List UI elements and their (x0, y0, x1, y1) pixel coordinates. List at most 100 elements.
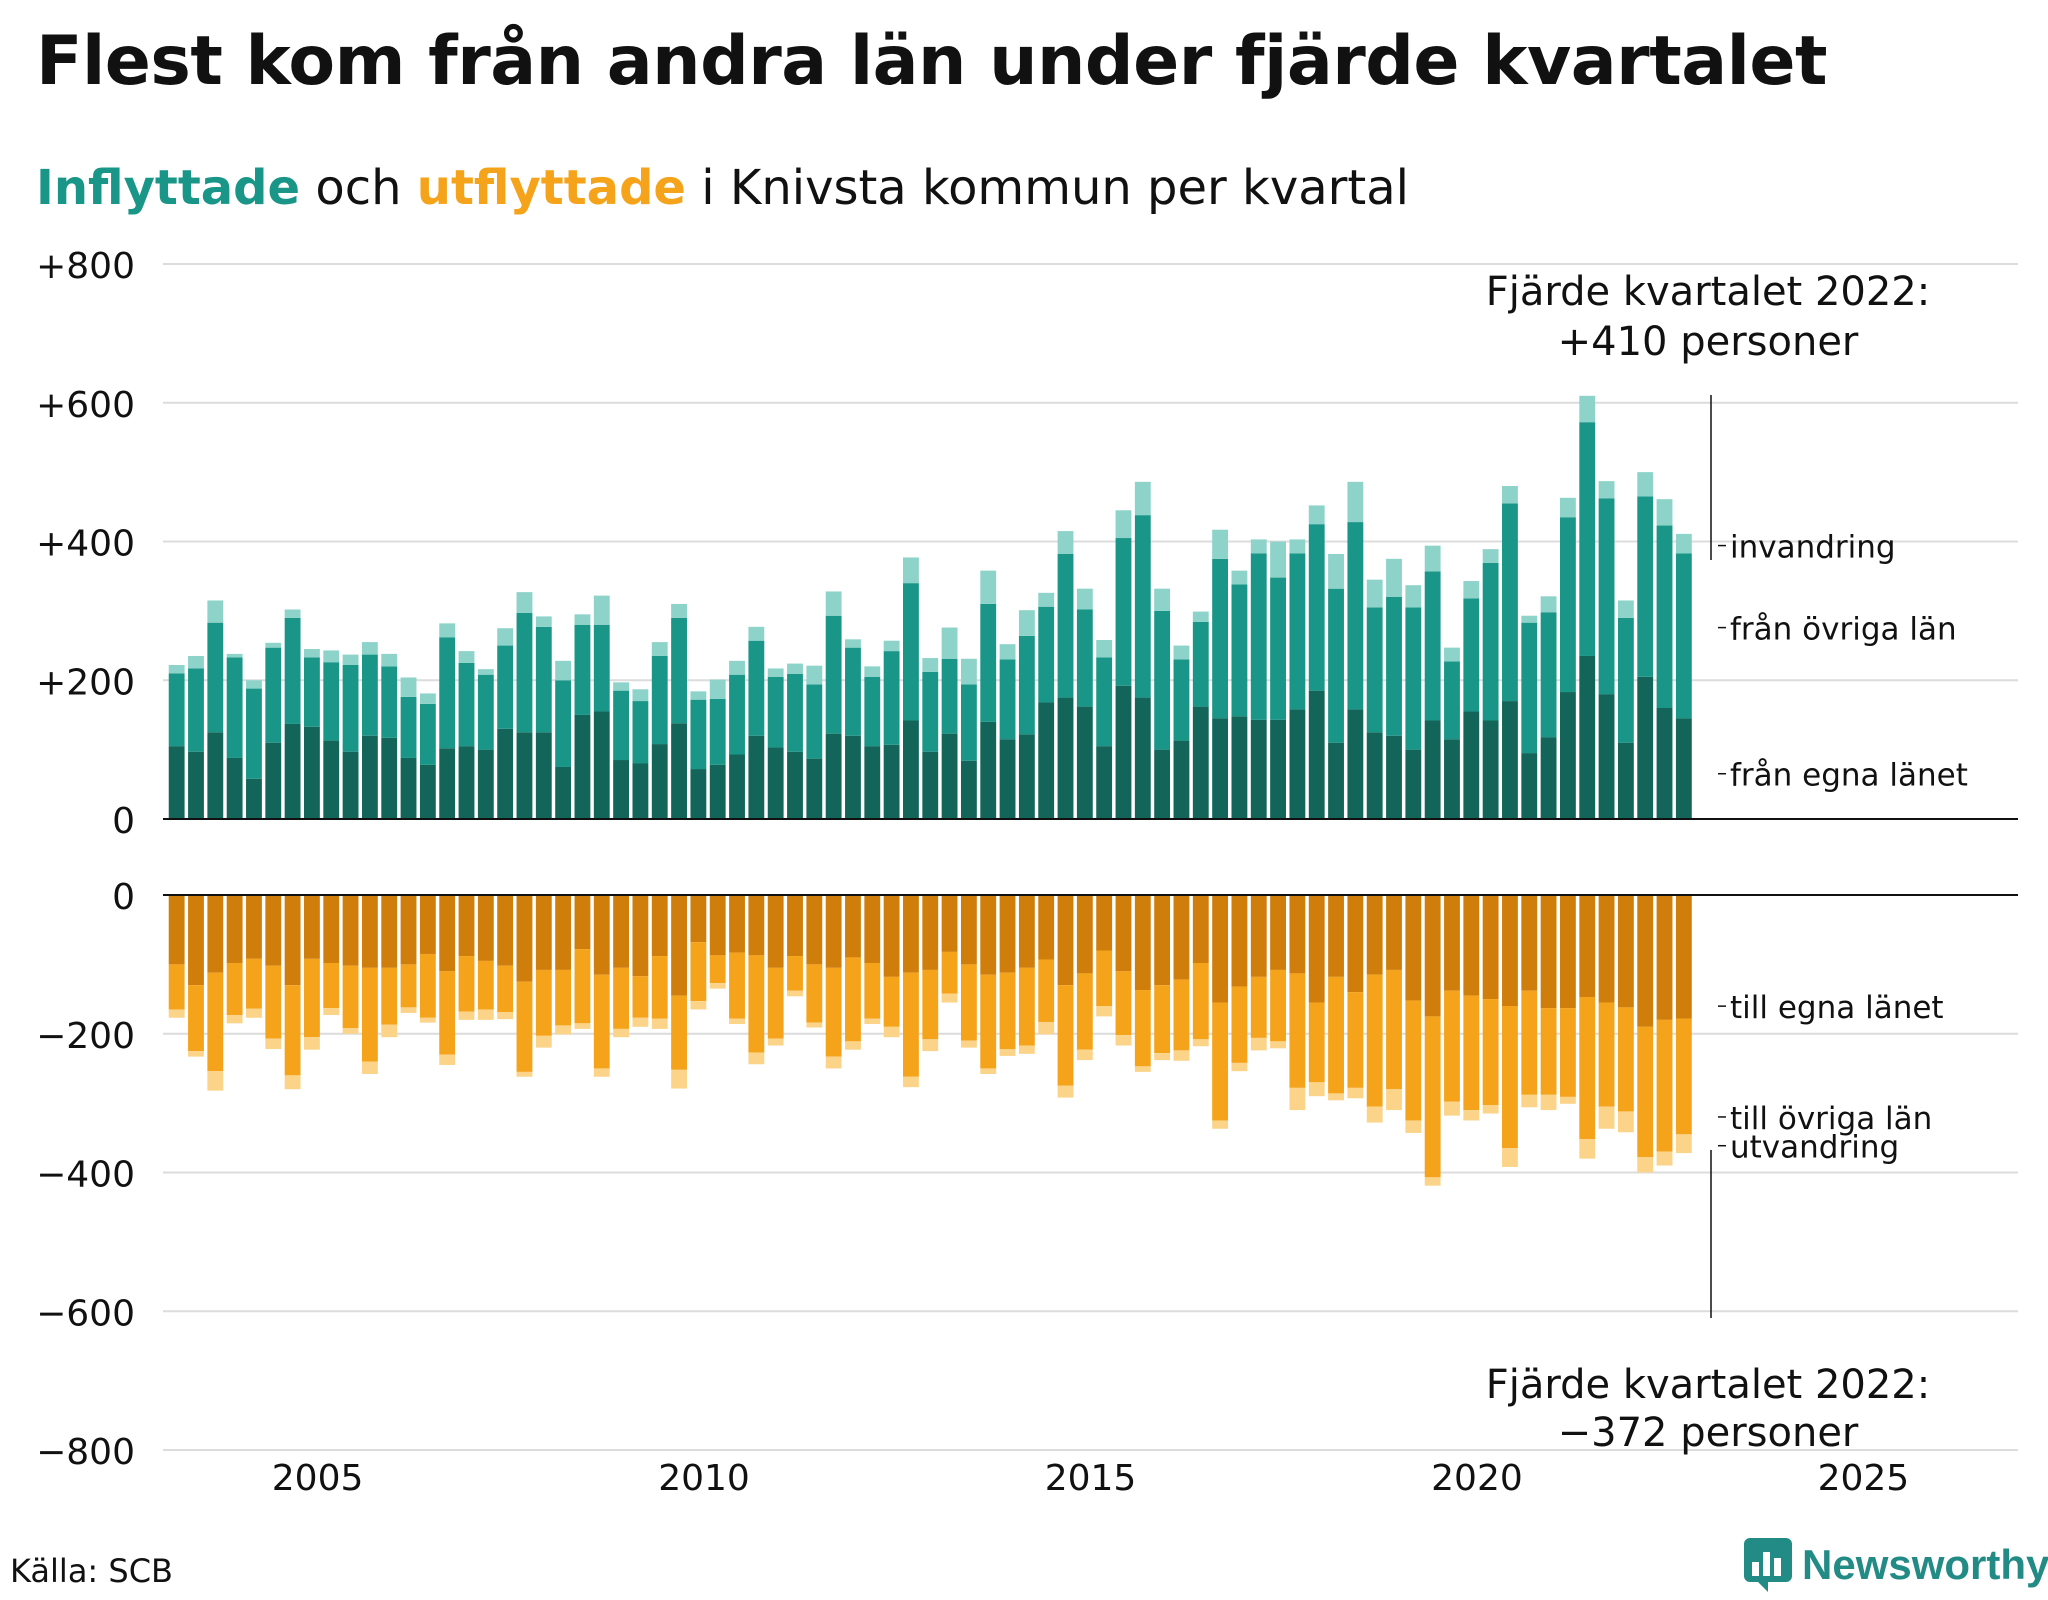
bar-in-invandring (1656, 499, 1673, 526)
bar-in-invandring (748, 626, 765, 641)
bar-out-egna (1173, 895, 1190, 980)
bar-out-ovriga (1328, 976, 1344, 1094)
bar-out-ovriga (342, 965, 359, 1029)
bar-out-egna (1559, 895, 1576, 1009)
bar-out-ovriga (303, 958, 320, 1038)
bar-in-ovriga (845, 647, 861, 736)
bar-in-egna (845, 735, 861, 819)
bar-out-egna (748, 895, 765, 956)
bar-in-egna (226, 757, 243, 819)
bar-out-utvandring (864, 1018, 881, 1025)
bar-out-utvandring (1559, 1096, 1576, 1104)
bar-in-egna (419, 764, 436, 819)
bar-in-ovriga (1270, 577, 1286, 720)
bar-in-invandring (284, 609, 301, 618)
bar-in-ovriga (226, 657, 243, 758)
bar-in-invandring (690, 691, 707, 700)
bar-out-egna (787, 895, 803, 957)
bar-out-utvandring (361, 1061, 378, 1074)
bar-out-ovriga (767, 967, 784, 1039)
series-label-out: till övriga län (1730, 1101, 1932, 1137)
bar-out-utvandring (922, 1039, 939, 1052)
bar-in-invandring (1212, 529, 1229, 559)
y-tick-bottom: −400 (36, 1155, 135, 1196)
x-tick-label: 2010 (658, 1458, 750, 1499)
bar-out-utvandring (1096, 1006, 1113, 1017)
bar-in-egna (207, 732, 224, 819)
bar-in-invandring (980, 570, 997, 604)
bar-in-egna (323, 740, 340, 819)
bar-out-egna (1076, 895, 1093, 974)
bar-out-ovriga (400, 964, 417, 1008)
bar-in-egna (555, 766, 572, 819)
bar-out-utvandring (1405, 1120, 1422, 1133)
bar-in-invandring (361, 642, 378, 655)
bar-in-egna (1675, 718, 1692, 819)
bar-out-egna (439, 895, 456, 972)
bar-in-ovriga (1617, 617, 1634, 743)
bar-in-invandring (1328, 553, 1344, 589)
bar-out-utvandring (632, 1017, 649, 1027)
bar-in-invandring (1231, 570, 1248, 585)
bar-out-ovriga (323, 962, 340, 1009)
bar-in-invandring (574, 614, 591, 625)
bar-out-utvandring (1386, 1089, 1402, 1111)
bar-out-utvandring (555, 1025, 572, 1035)
bar-in-ovriga (1115, 538, 1132, 686)
bar-out-utvandring (1212, 1120, 1229, 1129)
bar-out-utvandring (767, 1038, 784, 1046)
bar-out-ovriga (729, 952, 745, 1019)
bar-in-invandring (207, 600, 224, 623)
bar-out-ovriga (535, 969, 552, 1036)
bar-out-egna (1289, 895, 1306, 974)
bar-in-invandring (381, 653, 398, 667)
bar-out-egna (613, 895, 630, 968)
bar-out-ovriga (613, 967, 630, 1029)
bar-out-ovriga (1057, 985, 1074, 1086)
bar-in-egna (1057, 697, 1074, 819)
bar-in-egna (1134, 697, 1151, 819)
bar-in-ovriga (1637, 496, 1654, 677)
series-label-out: utvandring (1730, 1130, 1899, 1166)
subtitle-och: och (300, 160, 417, 216)
bar-out-utvandring (690, 1001, 707, 1010)
bar-in-ovriga (999, 659, 1016, 740)
x-tick-label: 2005 (272, 1458, 364, 1499)
bar-in-egna (1212, 718, 1229, 819)
bar-in-invandring (1617, 600, 1634, 618)
y-tick-bottom: 0 (112, 877, 135, 918)
bar-in-invandring (1366, 579, 1383, 608)
y-tick-bottom: −800 (36, 1432, 135, 1473)
bar-out-ovriga (188, 985, 204, 1052)
bar-out-egna (1675, 895, 1692, 1019)
bar-out-egna (1308, 895, 1325, 1003)
bar-out-ovriga (1366, 974, 1383, 1107)
bar-out-ovriga (883, 976, 900, 1027)
bar-in-invandring (458, 651, 475, 663)
bar-in-invandring (1154, 588, 1171, 611)
bar-in-ovriga (1656, 525, 1673, 708)
bar-in-invandring (1675, 533, 1692, 554)
bar-in-egna (1463, 711, 1480, 819)
bar-in-egna (1405, 749, 1422, 819)
bar-in-invandring (1405, 585, 1422, 608)
newsworthy-logo[interactable]: Newsworthy (1744, 1538, 2048, 1592)
bar-out-ovriga (960, 964, 977, 1041)
bar-in-egna (535, 732, 552, 819)
bar-out-ovriga (709, 955, 726, 984)
bar-out-ovriga (1134, 990, 1151, 1067)
bar-out-egna (1656, 895, 1673, 1020)
bar-in-egna (980, 721, 997, 819)
bar-out-egna (1018, 895, 1035, 968)
bar-out-egna (1154, 895, 1171, 986)
bar-in-invandring (825, 591, 842, 616)
bar-out-ovriga (284, 985, 301, 1076)
series-label-in: invandring (1730, 530, 1896, 566)
bar-out-egna (806, 895, 823, 965)
bar-out-egna (941, 895, 958, 952)
bar-in-invandring (1289, 539, 1306, 554)
bar-out-utvandring (303, 1037, 320, 1050)
bar-in-egna (690, 769, 707, 819)
bar-in-ovriga (1018, 635, 1035, 735)
bar-out-utvandring (1366, 1106, 1383, 1123)
